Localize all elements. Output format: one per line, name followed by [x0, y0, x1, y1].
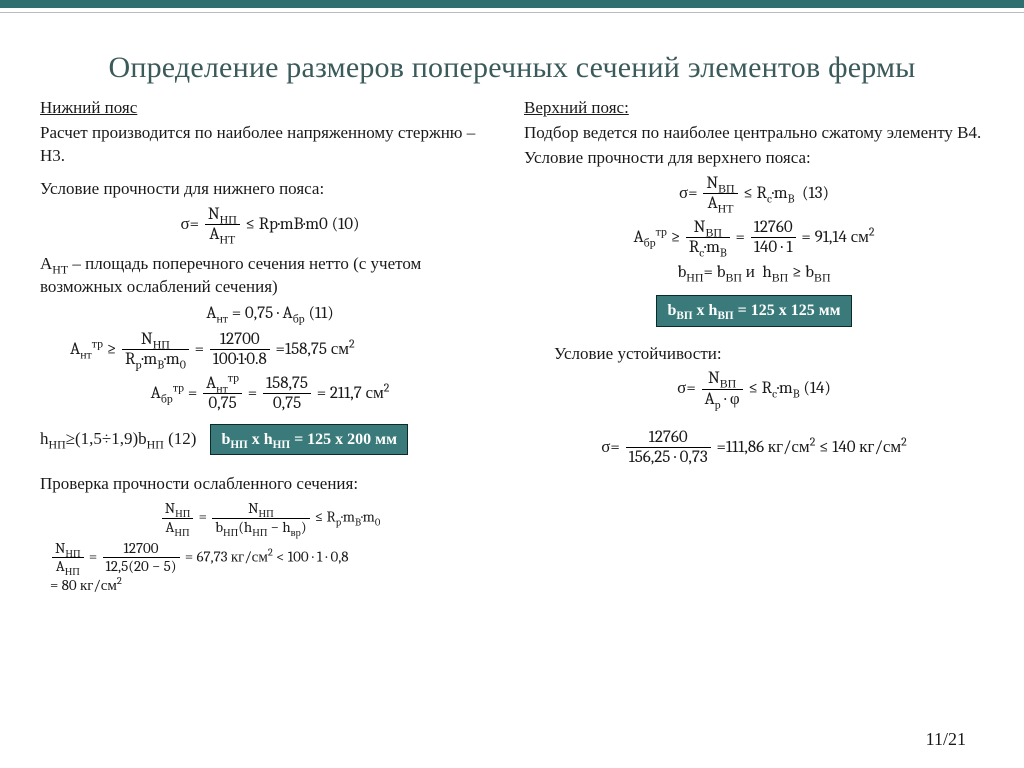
abr-tr-formula: Aбртр = Aнттр0,75 = 158,750,75 = 211,7 с…: [40, 374, 500, 414]
ant-tr-formula: Aнттр ≥ NНПRp·mB·m0 = 12700100·1·0.8 =15…: [40, 330, 500, 370]
slide-top-accent: [0, 0, 1024, 8]
abr-tr-upper-formula: Aбртр ≥ NВПRc·mB = 12760140 · 1 = 91,14 …: [524, 218, 984, 258]
formula-14: σ= NВПAр · φ ≤ Rc·mB (14): [524, 369, 984, 409]
formula-13: σ= NВПAНТ ≤ Rc·mB (13): [524, 174, 984, 214]
page-number: 11/21: [926, 729, 966, 750]
upper-chord-result-badge: bВП x hВП = 125 x 125 мм: [656, 295, 851, 327]
lower-chord-desc: Расчет производится по наиболее напряжен…: [40, 122, 500, 168]
right-column: Верхний пояс: Подбор ведется по наиболее…: [524, 97, 984, 600]
bh-upper-condition: bНП= bВП и hВП ≥ bВП: [524, 262, 984, 285]
lower-strength-caption: Условие прочности для нижнего пояса:: [40, 178, 500, 201]
two-columns: Нижний пояс Расчет производится по наибо…: [40, 97, 984, 600]
hnp-condition: hНП≥(1,5÷1,9)bНП (12): [40, 428, 196, 451]
left-column: Нижний пояс Расчет производится по наибо…: [40, 97, 500, 600]
stability-caption: Условие устойчивости:: [524, 343, 984, 366]
weakened-check-calc: NНПAНП = 1270012,5(20 − 5) = 67,73 кг/см…: [40, 540, 500, 596]
upper-strength-caption: Условие прочности для верхнего пояса:: [524, 147, 984, 170]
upper-chord-desc: Подбор ведется по наиболее центрально сж…: [524, 122, 984, 145]
upper-chord-heading: Верхний пояс:: [524, 98, 629, 117]
slide-body: Определение размеров поперечных сечений …: [0, 13, 1024, 610]
formula-11: Aнт = 0,75 · Aбр (11): [40, 303, 500, 326]
slide-title: Определение размеров поперечных сечений …: [40, 51, 984, 85]
weakened-check-caption: Проверка прочности ослабленного сечения:: [40, 473, 500, 496]
ant-definition: AНТ – площадь поперечного сечения нетто …: [40, 253, 500, 299]
weakened-check-formula: NНПAНП = NНПbНП(hНП − hвр) ≤ Rp·mB·m0: [40, 500, 500, 536]
stability-calc: σ= 12760156,25 · 0,73 =111,86 кг/см2 ≤ 1…: [524, 428, 984, 468]
lower-chord-result-badge: bНП x hНП = 125 x 200 мм: [210, 424, 408, 456]
lower-chord-heading: Нижний пояс: [40, 98, 137, 117]
formula-10: σ= NНПAНТ ≤ Rp·mB·m0 (10): [40, 205, 500, 245]
